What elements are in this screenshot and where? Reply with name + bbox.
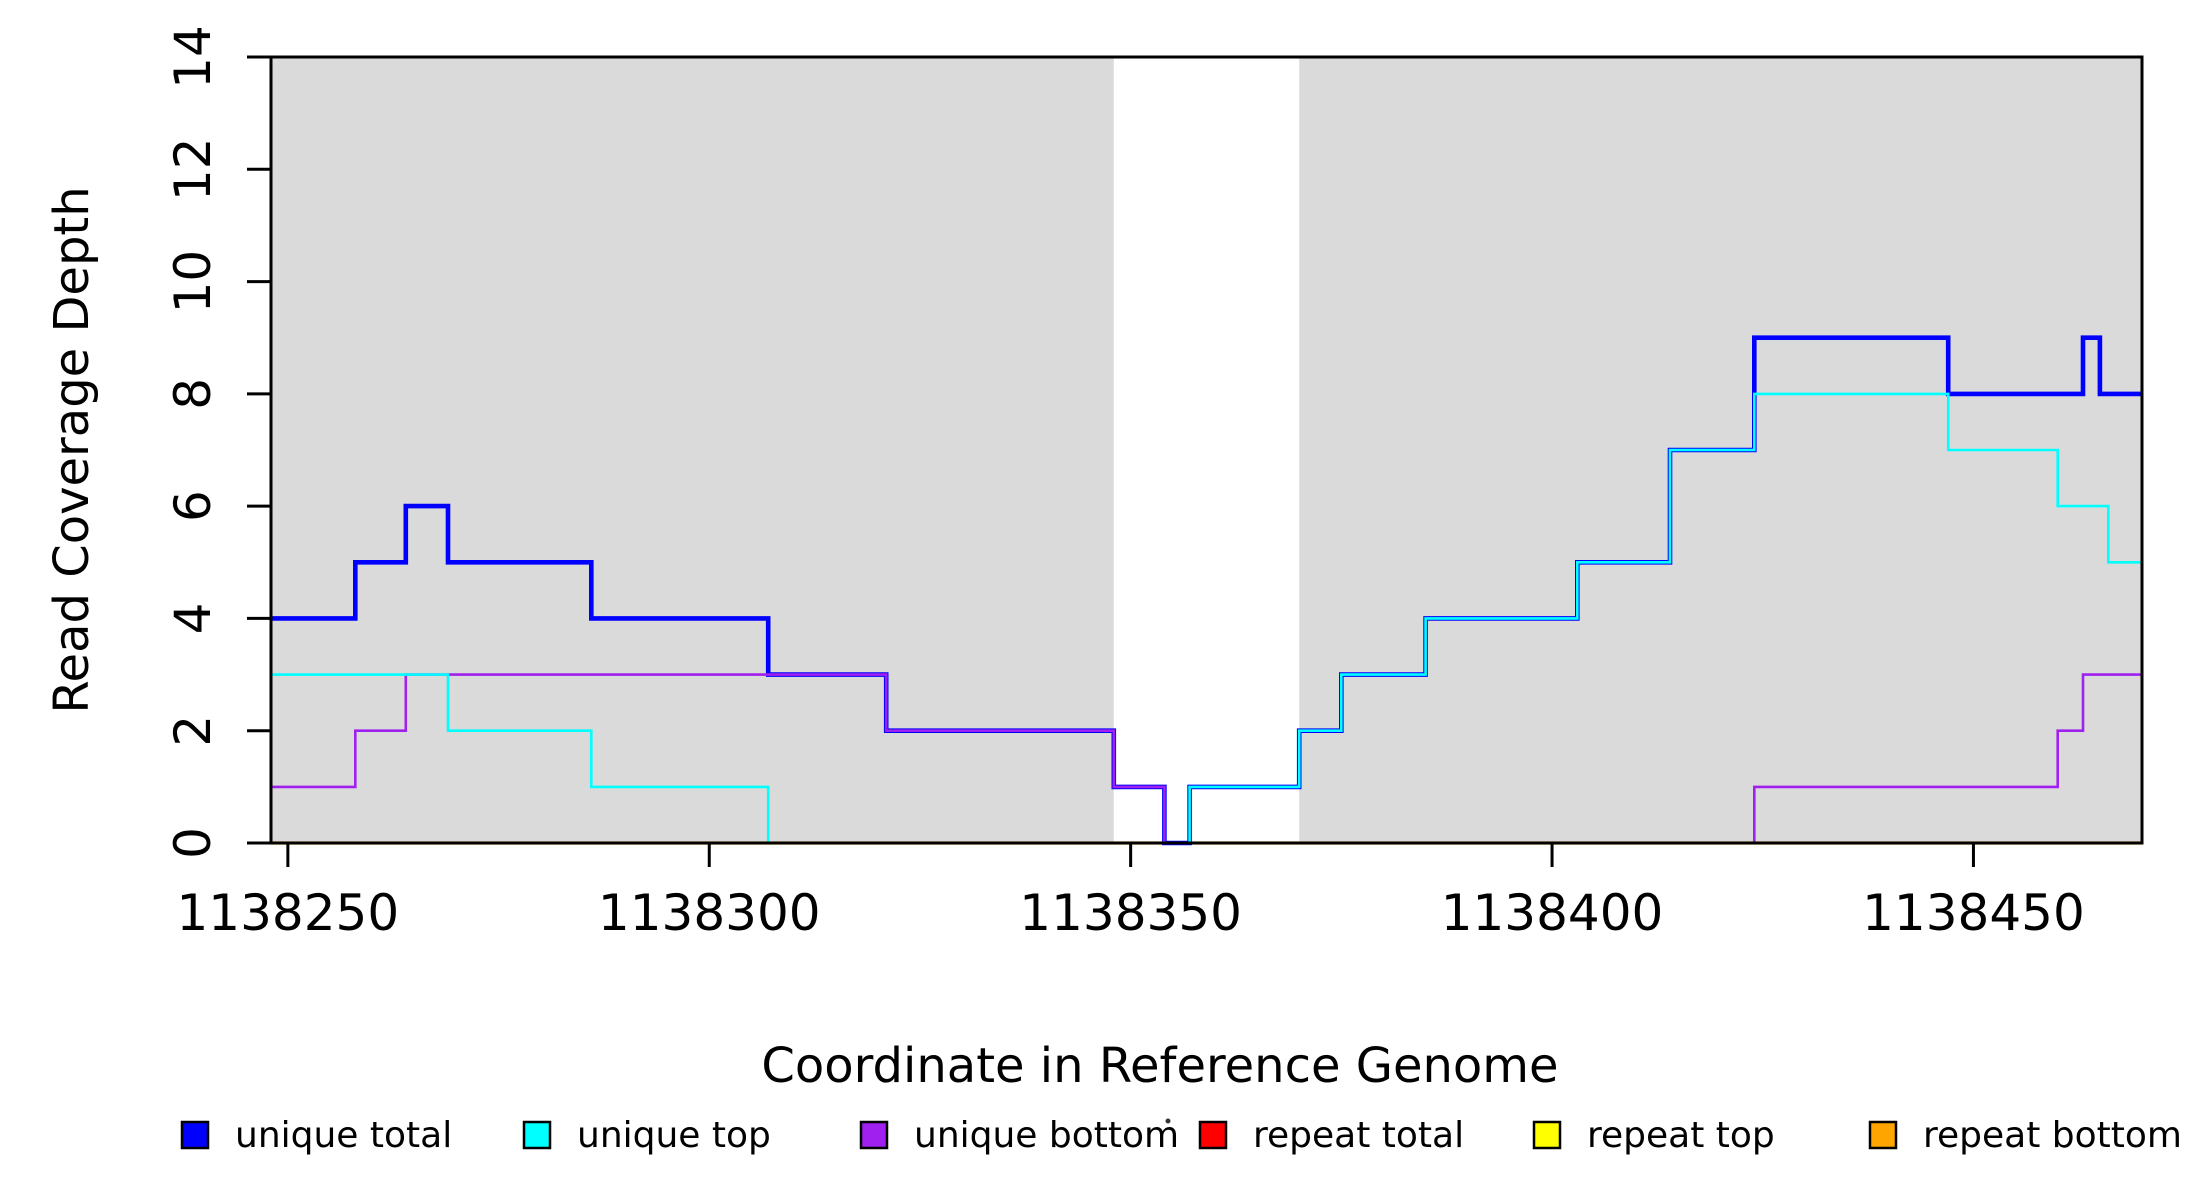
x-tick-label: 1138400 <box>1441 884 1664 942</box>
x-axis-title: Coordinate in Reference Genome <box>761 1038 1558 1094</box>
series-line-unique-bottom <box>271 673 2142 845</box>
legend-item-repeat-bottom: repeat bottom <box>1868 1115 2182 1156</box>
plot-border <box>269 55 2144 845</box>
legend-label: repeat total <box>1253 1115 1464 1156</box>
legend: unique total unique top unique bottom repea… <box>180 1115 2182 1156</box>
y-tick-label: 6 <box>164 490 222 522</box>
legend-label: repeat top <box>1587 1115 1775 1156</box>
legend-item-unique-top: unique top <box>522 1115 771 1156</box>
x-tick-label: 1138350 <box>1019 884 1242 942</box>
series-line-unique-top <box>271 392 2142 845</box>
y-tick-label: 2 <box>164 715 222 747</box>
legend-swatch <box>1868 1120 1898 1150</box>
legend-item-unique-bottom: unique bottom <box>859 1115 1179 1156</box>
legend-label: unique top <box>577 1115 771 1156</box>
x-tick-label: 1138300 <box>598 884 821 942</box>
legend-label: unique total <box>235 1115 452 1156</box>
y-axis: 0 2 4 6 8 10 12 14 <box>164 25 271 859</box>
y-tick-label: 10 <box>164 250 222 314</box>
legend-swatch <box>1532 1120 1562 1150</box>
y-tick-label: 12 <box>164 137 222 201</box>
y-tick-label: 4 <box>164 603 222 635</box>
y-tick-label: 0 <box>164 827 222 859</box>
y-axis-title: Read Coverage Depth <box>44 186 100 713</box>
legend-swatch <box>1198 1120 1228 1150</box>
shaded-region <box>271 57 1114 843</box>
y-tick-label: 14 <box>164 25 222 89</box>
legend-label: repeat bottom <box>1923 1115 2182 1156</box>
legend-swatch <box>522 1120 552 1150</box>
legend-swatch <box>859 1120 889 1150</box>
legend-swatch <box>180 1120 210 1150</box>
legend-item-repeat-top: repeat top <box>1532 1115 1775 1156</box>
x-tick-label: 1138250 <box>177 884 400 942</box>
stray-dot <box>1165 1118 1171 1124</box>
legend-label: unique bottom <box>914 1115 1179 1156</box>
y-tick-label: 8 <box>164 378 222 410</box>
x-tick-label: 1138450 <box>1862 884 2085 942</box>
legend-item-unique-total: unique total <box>180 1115 452 1156</box>
shaded-regions <box>271 57 2142 843</box>
x-axis: 1138250 1138300 1138350 1138400 1138450 <box>177 843 2085 942</box>
legend-item-repeat-total: repeat total <box>1198 1115 1464 1156</box>
